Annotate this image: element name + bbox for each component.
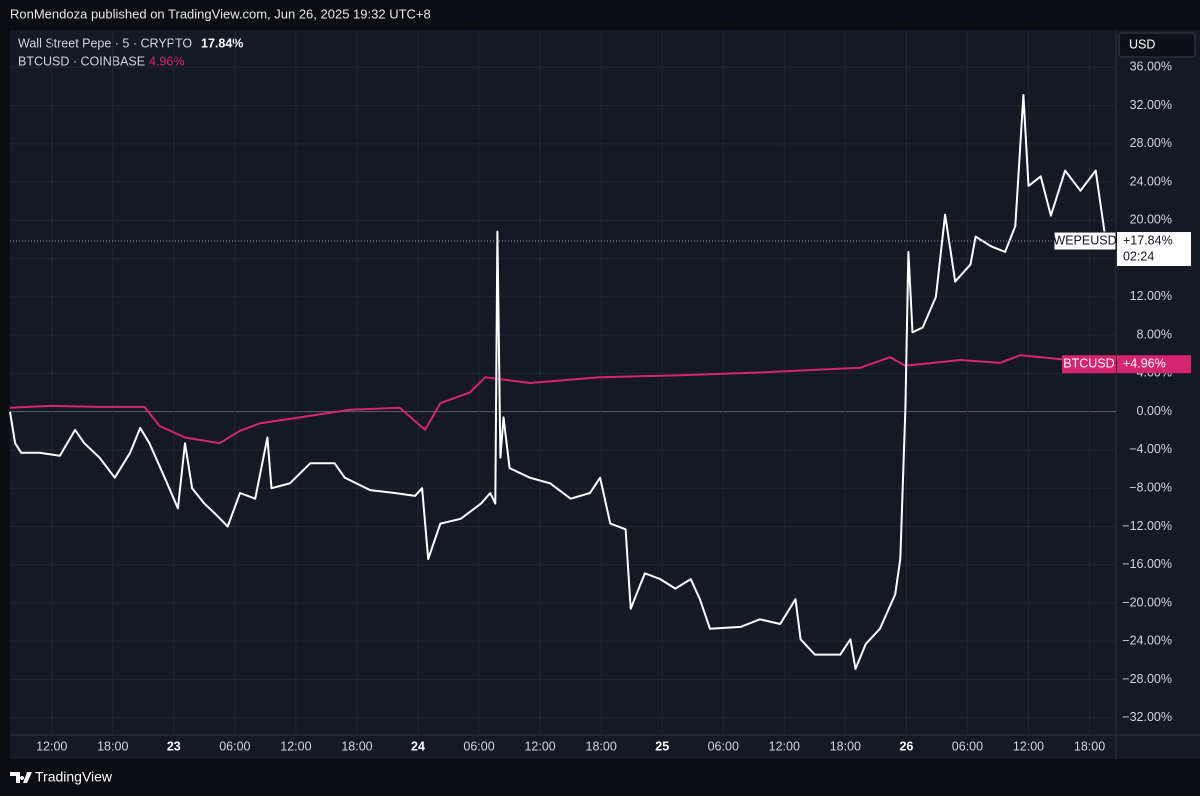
y-tick-label: 36.00% [1130,60,1172,74]
y-tick-label: −4.00% [1129,442,1172,456]
published-note: RonMendoza published on TradingView.com,… [10,6,431,21]
x-tick-label: 06:00 [463,739,494,753]
countdown: 02:24 [1123,249,1154,263]
x-tick-label: 18:00 [1074,739,1105,753]
y-tick-label: 24.00% [1130,174,1172,188]
last-value-label: +4.96% [1123,357,1166,371]
x-tick-label: 12:00 [280,739,311,753]
series-tag: WEPEUSD [1053,233,1116,247]
series-tag: BTCUSD [1063,357,1114,371]
y-tick-label: −16.00% [1122,557,1172,571]
y-tick-label: 28.00% [1130,136,1172,150]
x-tick-label: 26 [899,739,913,753]
x-tick-label: 12:00 [769,739,800,753]
series-line [9,94,1107,670]
legend-value: 17.84% [201,36,243,50]
plot-area [10,30,1116,759]
x-tick-label: 25 [655,739,669,753]
x-tick-label: 06:00 [708,739,739,753]
currency-box[interactable] [1118,32,1196,58]
brand-logo [10,772,32,783]
y-tick-label: −28.00% [1122,672,1172,686]
y-tick-label: −20.00% [1122,595,1172,609]
series-tag-box [1062,355,1116,374]
x-tick-label: 06:00 [952,739,983,753]
legend-value: 4.96% [149,54,184,68]
currency: USD [1129,37,1155,51]
x-tick-label: 12:00 [1013,739,1044,753]
legend-name: Wall Street Pepe · 5 · CRYPTO [18,36,192,50]
y-tick-label: 20.00% [1130,213,1172,227]
y-tick-label: −24.00% [1122,634,1172,648]
last-value-box [1117,355,1191,374]
y-tick-label: 32.00% [1130,98,1172,112]
y-tick-label: 12.00% [1130,289,1172,303]
x-tick-label: 18:00 [586,739,617,753]
series-tag-box [1053,231,1117,251]
brand: TradingView [35,769,113,785]
x-tick-label: 18:00 [341,739,372,753]
x-tick-label: 18:00 [97,739,128,753]
grid [10,30,1116,735]
x-tick-label: 18:00 [830,739,861,753]
price-scale [1116,30,1200,759]
y-tick-label: 0.00% [1137,404,1172,418]
y-tick-label: −12.00% [1122,519,1172,533]
x-tick-label: 06:00 [219,739,250,753]
series-line [9,354,1106,445]
last-value-box [1117,232,1191,267]
y-tick-label: −32.00% [1122,710,1172,724]
last-value-label: +17.84% [1123,233,1173,247]
y-tick-label: −8.00% [1129,480,1172,494]
x-tick-label: 12:00 [36,739,67,753]
legend-name: BTCUSD · COINBASE [18,54,145,68]
y-tick-label: 8.00% [1137,327,1172,341]
x-tick-label: 23 [167,739,181,753]
legend: Wall Street Pepe · 5 · CRYPTO 17.84% BTC… [18,36,243,68]
x-tick-label: 12:00 [524,739,555,753]
x-tick-label: 24 [411,739,425,753]
